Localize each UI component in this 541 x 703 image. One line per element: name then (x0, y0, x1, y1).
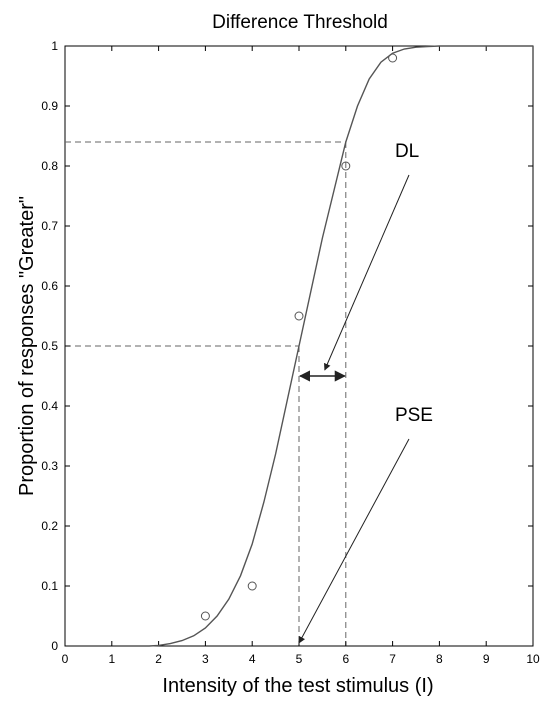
data-point-4 (388, 53, 398, 63)
y-tick-label-4: 0.4 (41, 399, 58, 413)
y-tick-label-6: 0.6 (41, 279, 58, 293)
data-point-2 (294, 311, 304, 321)
x-tick-label-9: 9 (483, 652, 490, 666)
x-tick-label-3: 3 (202, 652, 209, 666)
annotation-dl-label: DL (395, 141, 419, 162)
observed-points-layer (200, 53, 398, 621)
y-tick-label-7: 0.7 (41, 219, 58, 233)
y-axis-ticks: 0 0.1 0.2 0.3 0.4 0.5 0.6 0.7 0.8 0.9 1 (41, 39, 533, 653)
fitted-curve-layer (149, 45, 533, 647)
data-point-3 (341, 161, 351, 171)
y-axis-label: Proportion of responses "Greater" (16, 196, 38, 496)
data-point-1 (247, 581, 257, 591)
y-tick-label-0: 0 (51, 639, 58, 653)
annotation-dl-arrow (324, 174, 410, 371)
y-tick-label-10: 1 (51, 39, 58, 53)
chart-title: Difference Threshold (212, 12, 388, 33)
y-tick-label-1: 0.1 (41, 579, 58, 593)
x-tick-label-2: 2 (155, 652, 162, 666)
x-axis-label: Intensity of the test stimulus (I) (162, 675, 433, 697)
annotation-pse-label: PSE (395, 405, 433, 426)
y-tick-label-9: 0.9 (41, 99, 58, 113)
annotation-layer: DL PSE (298, 141, 433, 644)
x-tick-label-1: 1 (108, 652, 115, 666)
x-tick-label-0: 0 (62, 652, 69, 666)
y-tick-label-3: 0.3 (41, 459, 58, 473)
x-tick-label-5: 5 (296, 652, 303, 666)
y-tick-label-5: 0.5 (41, 339, 58, 353)
annotation-pse-arrow (298, 438, 410, 644)
x-tick-label-8: 8 (436, 652, 443, 666)
y-tick-label-2: 0.2 (41, 519, 58, 533)
x-axis-ticks: 0 1 2 3 4 5 6 7 8 9 10 (62, 46, 540, 666)
reference-lines (65, 141, 347, 646)
data-point-0 (200, 611, 210, 621)
x-tick-label-6: 6 (342, 652, 349, 666)
x-tick-label-10: 10 (526, 652, 540, 666)
x-tick-label-7: 7 (389, 652, 396, 666)
x-tick-label-4: 4 (249, 652, 256, 666)
y-tick-label-8: 0.8 (41, 159, 58, 173)
fitted-curve-line (149, 45, 533, 647)
